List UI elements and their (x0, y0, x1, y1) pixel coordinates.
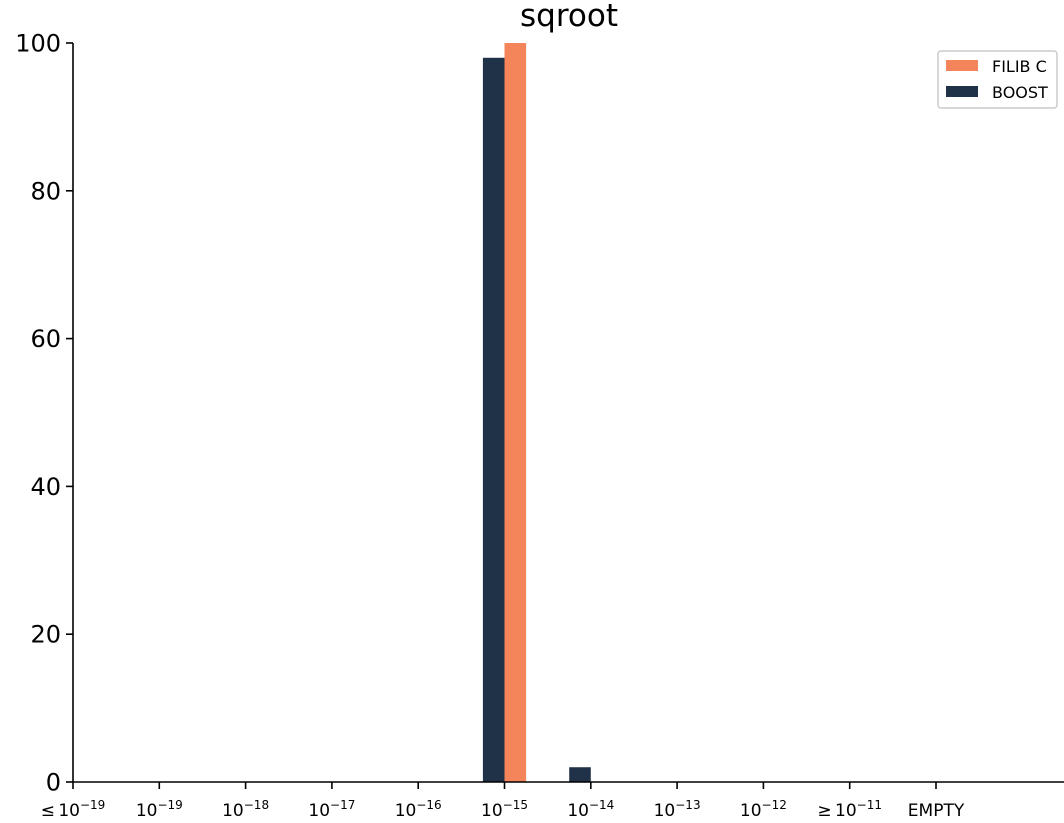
y-tick-label: 80 (30, 177, 61, 205)
x-tick-label: 10−15 (481, 798, 528, 821)
legend-label-boost: BOOST (992, 83, 1048, 102)
bar-filib-c-5 (504, 43, 527, 782)
y-tick-label: 60 (30, 325, 61, 353)
x-tick-label: 10−18 (222, 798, 269, 821)
legend-swatch-boost (946, 86, 978, 97)
x-tick-label: 10−16 (395, 798, 442, 821)
bar-boost-6 (569, 767, 591, 782)
x-tick-label: ≥ 10−11 (817, 798, 882, 821)
chart-title: sqroot (520, 0, 618, 34)
legend-swatch-filib-c (946, 60, 978, 71)
bars (482, 43, 591, 782)
y-axis: 0 20 40 60 80 100 (15, 30, 74, 797)
x-axis: ≤ 10−19 10−19 10−18 10−17 10−16 10−15 10−14 10−… (41, 781, 1064, 821)
x-tick-label: 10−13 (654, 798, 701, 821)
x-tick-label: 10−17 (308, 798, 355, 821)
y-tick-label: 40 (30, 473, 61, 501)
y-tick-label: 0 (46, 769, 61, 797)
legend: FILIB C BOOST (937, 50, 1058, 109)
x-tick-label: 10−14 (567, 798, 614, 821)
y-tick-label: 20 (30, 621, 61, 649)
x-tick-label: 10−12 (740, 798, 787, 821)
x-tick-label: EMPTY (908, 801, 965, 821)
x-tick-label: ≤ 10−19 (41, 798, 106, 821)
legend-label-filib-c: FILIB C (992, 57, 1047, 76)
bar-boost-5 (482, 57, 505, 782)
x-tick-label: 10−19 (136, 798, 183, 821)
y-tick-label: 100 (15, 30, 61, 58)
